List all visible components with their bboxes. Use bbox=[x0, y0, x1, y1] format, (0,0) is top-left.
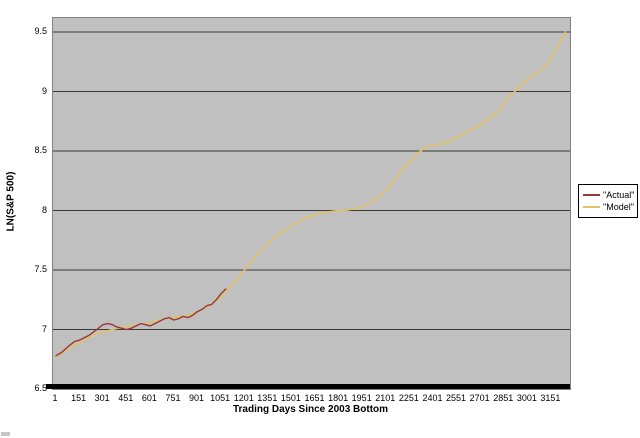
y-tick-label: 9 bbox=[41, 85, 47, 96]
legend-label-model: "Model" bbox=[603, 202, 634, 212]
legend: "Actual" "Model" bbox=[578, 184, 638, 218]
x-tick-label: 601 bbox=[141, 393, 157, 403]
plot-area bbox=[52, 17, 571, 390]
x-axis-title: Trading Days Since 2003 Bottom bbox=[232, 404, 389, 415]
x-tick-label: 451 bbox=[118, 393, 134, 403]
x-tick-label: 3001 bbox=[516, 393, 537, 403]
y-tick-label: 9.5 bbox=[34, 26, 47, 36]
y-tick-label: 6.5 bbox=[34, 383, 47, 393]
x-tick-label: 2701 bbox=[469, 393, 490, 403]
x-tick-label: 2551 bbox=[446, 393, 467, 403]
actual-series-swatch bbox=[583, 194, 600, 196]
x-tick-label: 1351 bbox=[257, 393, 278, 403]
y-tick-label: 7 bbox=[41, 323, 47, 334]
y-tick-label: 7.5 bbox=[34, 264, 47, 274]
x-tick-label: 751 bbox=[165, 393, 181, 403]
model-series-swatch bbox=[583, 206, 600, 208]
x-tick-label: 1801 bbox=[328, 393, 349, 403]
x-tick-label: 1051 bbox=[210, 393, 231, 403]
legend-label-actual: "Actual" bbox=[603, 190, 635, 200]
x-tick-label: 301 bbox=[94, 393, 110, 403]
y-tick-label: 8.5 bbox=[34, 145, 47, 155]
x-tick-label: 3151 bbox=[540, 393, 561, 403]
series-line-model bbox=[55, 31, 567, 358]
x-tick-label: 1651 bbox=[304, 393, 325, 403]
x-tick-label: 2401 bbox=[422, 393, 443, 403]
plot-canvas bbox=[53, 31, 570, 358]
x-tick-label: 1951 bbox=[351, 393, 372, 403]
x-tick-label: 1501 bbox=[280, 393, 301, 403]
x-tick-label: 2101 bbox=[375, 393, 396, 403]
x-tick-label: 901 bbox=[189, 393, 205, 403]
x-tick-label: 1201 bbox=[233, 393, 254, 403]
x-tick-label: 151 bbox=[71, 393, 87, 403]
legend-item-model: "Model" bbox=[583, 201, 634, 213]
series-line-actual bbox=[55, 288, 227, 357]
x-axis-line bbox=[46, 384, 570, 389]
corner-artifact bbox=[1, 432, 10, 436]
x-tick-label: 1 bbox=[52, 393, 58, 403]
x-tick-label: 2251 bbox=[398, 393, 419, 403]
legend-item-actual: "Actual" bbox=[583, 189, 634, 201]
x-tick-label: 2851 bbox=[493, 393, 514, 403]
y-tick-label: 8 bbox=[41, 204, 47, 215]
